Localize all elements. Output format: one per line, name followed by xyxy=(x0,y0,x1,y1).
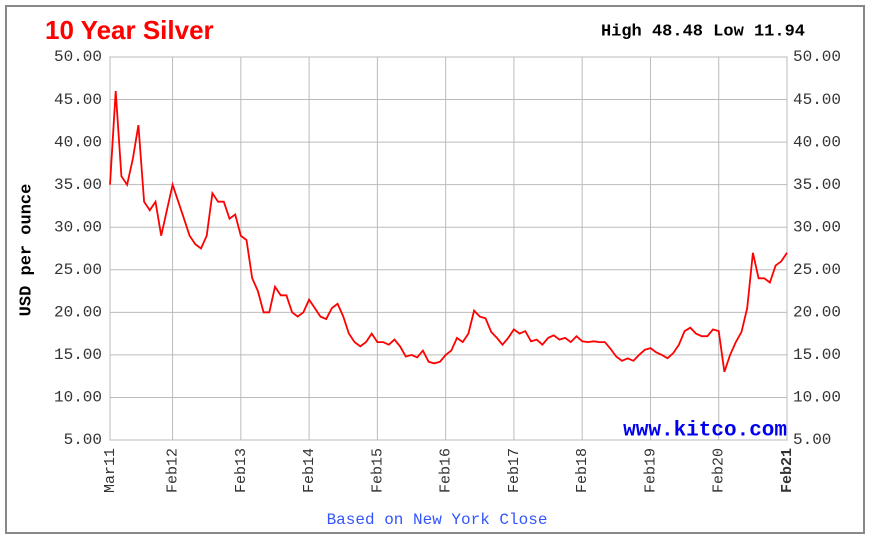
y-tick-label: 50.00 xyxy=(54,48,102,66)
x-axis-label: Based on New York Close xyxy=(327,511,548,529)
price-line xyxy=(109,90,788,373)
x-tick-label: Feb14 xyxy=(301,448,318,493)
x-tick-label: Feb17 xyxy=(506,448,523,493)
y-tick-label: 15.00 xyxy=(54,346,102,364)
y-tick-label: 30.00 xyxy=(54,218,102,236)
y-axis-label: USD per ounce xyxy=(17,184,36,317)
y-tick-label: 5.00 xyxy=(64,431,102,449)
watermark: www.kitco.com xyxy=(623,420,787,443)
x-tick-label: Feb15 xyxy=(369,448,386,493)
x-tick-label: Feb16 xyxy=(438,448,455,493)
y-tick-label-right: 15.00 xyxy=(793,346,841,364)
x-tick-label: Feb19 xyxy=(642,448,659,493)
x-tick-label: Feb18 xyxy=(574,448,591,493)
x-tick-label: Feb12 xyxy=(165,448,182,493)
y-tick-label-right: 35.00 xyxy=(793,176,841,194)
y-tick-label-right: 50.00 xyxy=(793,48,841,66)
y-tick-label: 45.00 xyxy=(54,91,102,109)
y-tick-label-right: 20.00 xyxy=(793,304,841,322)
y-tick-label: 10.00 xyxy=(54,389,102,407)
y-tick-label-right: 5.00 xyxy=(793,431,831,449)
x-tick-label: Mar11 xyxy=(102,448,119,493)
chart-title: 10 Year Silver xyxy=(45,15,214,45)
y-tick-label: 25.00 xyxy=(54,261,102,279)
y-tick-label-right: 30.00 xyxy=(793,218,841,236)
high-low: High 48.48 Low 11.94 xyxy=(601,22,805,41)
y-tick-label-right: 25.00 xyxy=(793,261,841,279)
y-tick-label: 35.00 xyxy=(54,176,102,194)
x-tick-label: Feb21 xyxy=(779,448,796,493)
y-tick-label: 40.00 xyxy=(54,133,102,151)
x-tick-label: Feb13 xyxy=(233,448,250,493)
plot-area xyxy=(109,56,788,441)
y-tick-label: 20.00 xyxy=(54,304,102,322)
x-tick-label: Feb20 xyxy=(711,448,728,493)
y-tick-label-right: 10.00 xyxy=(793,389,841,407)
y-tick-label-right: 40.00 xyxy=(793,133,841,151)
y-tick-label-right: 45.00 xyxy=(793,91,841,109)
